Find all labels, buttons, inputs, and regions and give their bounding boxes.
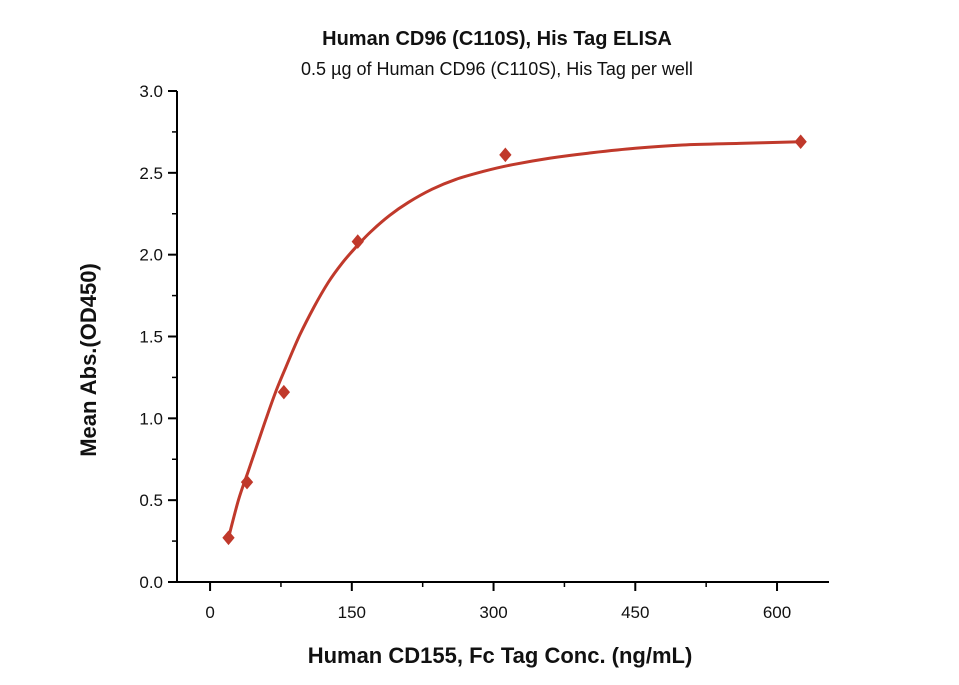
y-tick-label: 2.5 [139,164,163,183]
y-ticks: 0.0 0.5 1.0 1.5 2.0 2.5 3.0 [139,82,177,592]
chart-title: Human CD96 (C110S), His Tag ELISA [322,28,672,50]
x-axis-label: Human CD155, Fc Tag Conc. (ng/mL) [308,643,693,668]
y-axis-label: Mean Abs.(OD450) [76,263,101,457]
y-tick-label: 0.5 [139,491,163,510]
x-tick-label: 300 [479,603,507,622]
data-points [222,134,807,546]
x-ticks: 0 150 300 450 600 [205,582,791,622]
data-point [794,134,807,150]
data-point [277,384,291,400]
chart-subtitle: 0.5 µg of Human CD96 (C110S), His Tag pe… [301,59,693,79]
x-tick-label: 0 [205,603,214,622]
data-point [351,234,364,249]
data-point [240,474,254,490]
data-point [499,147,512,163]
y-tick-label: 0.0 [139,573,163,592]
x-tick-label: 600 [763,603,791,622]
data-point [222,530,235,546]
x-tick-label: 150 [338,603,366,622]
y-tick-label: 1.0 [139,409,163,428]
y-tick-label: 3.0 [139,82,163,101]
fit-curve [227,140,801,539]
y-tick-label: 2.0 [139,246,163,265]
axes [176,91,829,583]
y-tick-label: 1.5 [139,328,163,347]
x-tick-label: 450 [621,603,649,622]
